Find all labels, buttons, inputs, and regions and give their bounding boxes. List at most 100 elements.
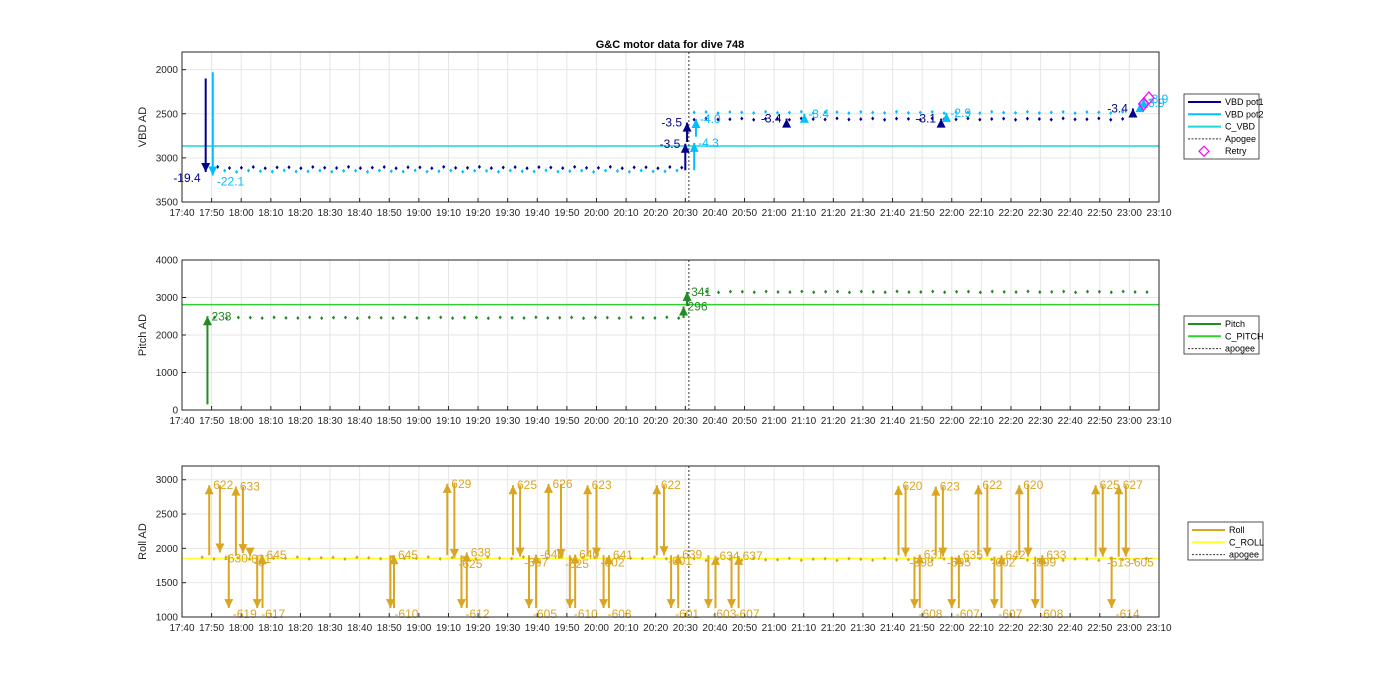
y-tick-label: 2500: [156, 109, 179, 120]
data-point: [370, 165, 374, 170]
data-point: [593, 315, 598, 320]
data-point: [307, 556, 311, 561]
legend-label: Roll: [1229, 525, 1245, 535]
x-tick-label: 17:40: [169, 208, 194, 219]
legend-marker: [1198, 145, 1210, 158]
data-point: [251, 164, 255, 169]
data-point: [1121, 116, 1125, 121]
move-arrow-head: [1030, 599, 1040, 609]
x-tick-label: 17:40: [169, 623, 194, 634]
move-arrow-head: [449, 548, 459, 558]
data-point: [787, 110, 791, 115]
move-label: -610: [574, 607, 598, 621]
move-arrow-head: [258, 555, 268, 565]
data-point: [296, 315, 300, 320]
move-arrow-head: [231, 486, 241, 496]
data-point: [1049, 117, 1053, 122]
move-label: 625: [1100, 478, 1120, 492]
x-tick-label: 21:40: [880, 208, 905, 219]
x-tick-label: 20:40: [702, 623, 727, 634]
data-point: [859, 557, 863, 562]
x-tick-label: 19:50: [554, 416, 579, 427]
data-point: [546, 316, 550, 321]
data-point: [287, 165, 291, 170]
x-tick-label: 22:30: [1028, 623, 1053, 634]
move-arrow-head: [1091, 485, 1101, 495]
data-point: [620, 166, 624, 171]
x-tick-label: 22:50: [1087, 623, 1112, 634]
move-arrow-head: [909, 599, 919, 609]
axes-box: [181, 465, 1160, 618]
x-tick-label: 22:20: [998, 416, 1023, 427]
move-label: 623: [940, 480, 960, 494]
data-point: [319, 555, 323, 560]
data-point: [641, 315, 645, 320]
y-tick-label: 1000: [156, 613, 179, 624]
move-arrow-head: [599, 599, 609, 609]
x-tick-label: 19:00: [406, 416, 431, 427]
data-point: [284, 315, 288, 320]
x-tick-label: 18:40: [347, 208, 372, 219]
x-tick-label: 18:50: [377, 416, 402, 427]
data-point: [871, 558, 875, 563]
move-label: 296: [688, 300, 708, 314]
data-point: [1121, 557, 1125, 562]
data-point: [603, 168, 608, 173]
data-point: [966, 289, 971, 294]
data-point: [627, 169, 631, 174]
x-tick-label: 17:50: [199, 208, 224, 219]
x-tick-label: 21:40: [880, 623, 905, 634]
move-label: -3.4: [761, 112, 782, 126]
x-tick-label: 20:10: [614, 416, 639, 427]
x-tick-label: 18:40: [347, 416, 372, 427]
data-point: [824, 289, 828, 294]
data-point: [990, 289, 994, 294]
move-arrow-head: [208, 166, 218, 176]
move-label: -3.5: [661, 116, 682, 130]
move-arrow-head: [734, 555, 744, 565]
move-arrow-head: [673, 554, 683, 564]
data-point: [581, 555, 585, 560]
data-point: [930, 116, 934, 121]
data-point: [462, 555, 466, 560]
data-point: [311, 164, 315, 169]
legend-label: Retry: [1225, 146, 1247, 156]
x-tick-label: 21:10: [791, 623, 816, 634]
x-tick-label: 20:00: [584, 208, 609, 219]
x-tick-label: 19:40: [525, 623, 550, 634]
data-point: [835, 558, 839, 563]
move-label: -605: [533, 607, 557, 621]
x-tick-label: 22:50: [1087, 208, 1112, 219]
data-point: [1002, 116, 1006, 121]
move-label: -607: [735, 607, 759, 621]
data-point: [716, 117, 720, 122]
x-tick-label: 23:10: [1146, 416, 1171, 427]
data-point: [260, 316, 264, 321]
data-point: [442, 164, 446, 169]
data-point: [270, 169, 274, 174]
data-point: [390, 554, 395, 559]
data-point: [450, 555, 454, 560]
data-point: [308, 315, 312, 320]
x-tick-label: 19:30: [495, 623, 520, 634]
data-point: [799, 558, 803, 563]
x-tick-label: 21:00: [762, 208, 787, 219]
data-point: [239, 165, 243, 170]
move-arrow-head: [682, 122, 692, 132]
data-point: [342, 168, 346, 173]
data-point: [799, 109, 803, 114]
move-arrow-head: [689, 142, 699, 152]
x-tick-label: 18:50: [377, 208, 402, 219]
data-point: [894, 116, 899, 121]
data-point: [1025, 116, 1030, 121]
move-label: 620: [1023, 478, 1043, 492]
move-label: 622: [661, 478, 681, 492]
data-point: [978, 556, 982, 561]
data-point: [1002, 289, 1006, 294]
move-arrow-head: [456, 599, 466, 609]
data-point: [486, 555, 490, 560]
x-tick-label: 23:00: [1117, 416, 1142, 427]
move-label: -617: [261, 607, 285, 621]
data-point: [532, 169, 536, 174]
